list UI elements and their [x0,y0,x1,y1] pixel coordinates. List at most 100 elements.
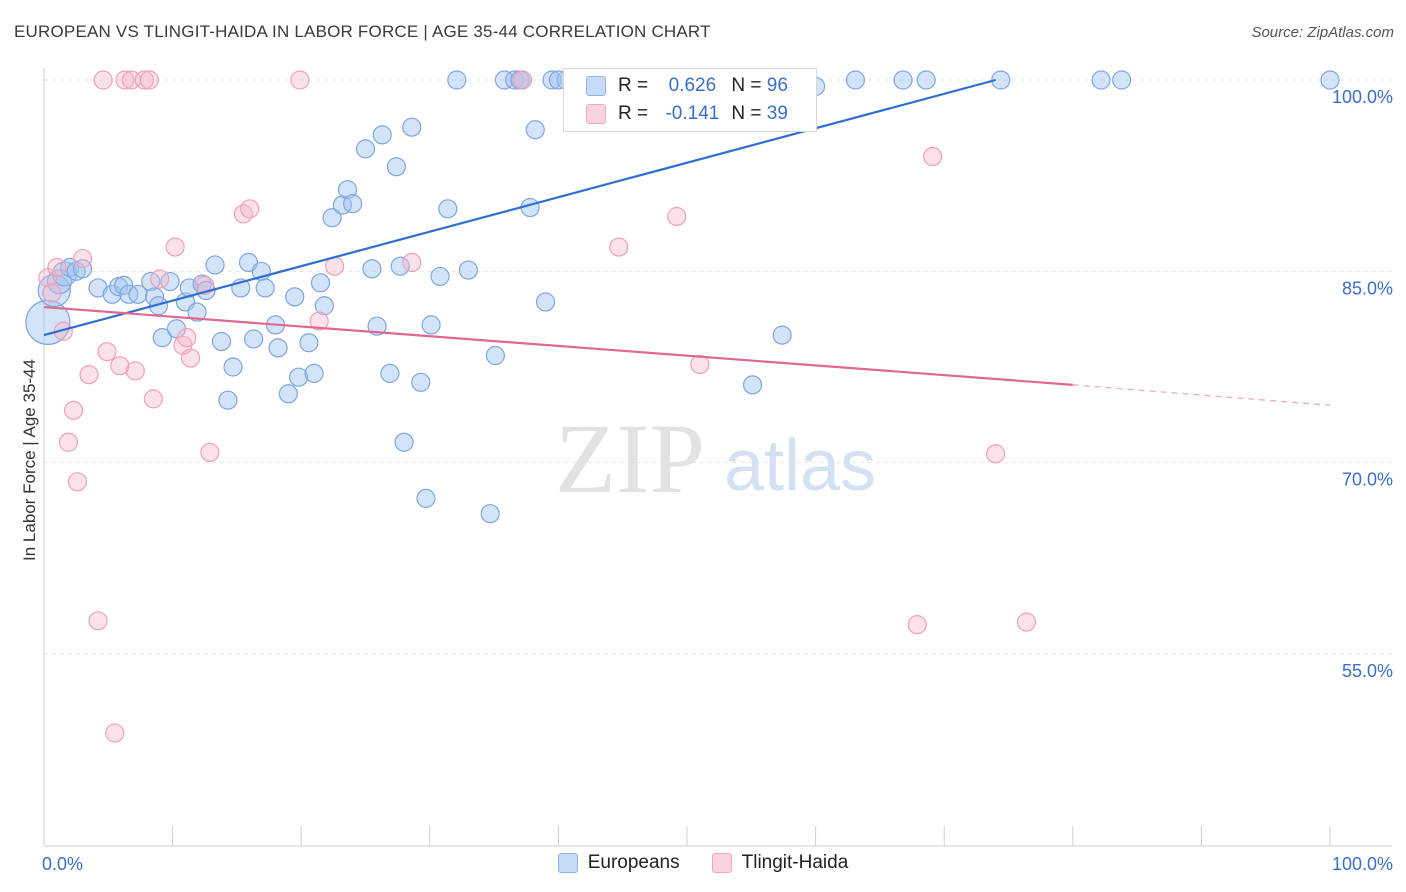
europeans-point [1320,70,1340,90]
europeans-point [211,331,232,352]
tlingit-haida-point [609,237,629,257]
europeans-point [72,259,93,279]
europeans-point [332,195,352,215]
europeans-point [411,372,431,392]
legend-label-tlingit-haida: Tlingit-Haida [741,852,849,873]
tlingit-haida-point [97,342,117,362]
gridlines [44,79,1392,655]
legend-label-europeans: Europeans [587,852,680,873]
europeans-point [268,338,288,358]
tlingit-haida-point [200,442,220,463]
tlingit-haida-point [88,611,108,631]
legend-r-label: R = [618,103,649,124]
tlingit-haida-point [105,723,125,743]
europeans-point [114,275,134,295]
europeans-point [485,345,505,366]
europeans-point [37,273,71,308]
y-tick-label: 85.0% [1342,278,1393,298]
tlingit-haida-point [93,70,113,90]
tlingit-haida-point [181,348,201,368]
europeans-point [772,325,792,345]
y-tick-label: 70.0% [1342,470,1393,490]
x-tick-label: 100.0% [1332,854,1393,874]
tlingit-haida-point [79,365,99,385]
legend-r-label: R = [618,75,649,96]
europeans-point [893,70,913,90]
europeans-point [205,255,225,275]
europeans-point [223,357,243,377]
legend-item-tlingit-haida[interactable]: Tlingit-Haida [711,852,849,874]
europeans-point [447,70,467,90]
europeans-point [916,70,936,90]
tlingit-haida-point [240,199,260,219]
legend-r-value-tlingit-haida: -0.141 [665,103,720,124]
europeans-point [845,70,866,90]
europeans-point [367,316,387,336]
europeans-point [380,363,400,383]
europeans-point [355,139,376,159]
tlingit-haida-point [923,146,943,167]
europeans-point [438,199,458,219]
y-tick-label: 55.0% [1342,661,1393,681]
europeans-point [1091,70,1111,90]
europeans-point [218,390,238,410]
europeans-point [390,256,410,276]
europeans-point [304,363,324,383]
europeans-point [430,266,450,287]
legend-row-europeans: R = 0.626 N = 96 [586,74,788,98]
europeans-point [310,273,331,293]
stats-legend: R = 0.626 N = 96 R = -0.141 N = 39 [563,68,817,132]
europeans-point [421,315,441,335]
europeans-point [480,504,500,524]
tlingit-haida-point [309,311,329,331]
europeans-point [128,284,148,304]
europeans-point [187,302,207,322]
legend-n-value-tlingit-haida: 39 [766,103,788,124]
tlingit-haida-trend-extension [1072,384,1331,406]
legend-n-label: N = [731,75,762,96]
europeans-point [742,375,763,395]
legend-item-europeans[interactable]: Europeans [557,852,680,874]
tlingit-haida-point [165,237,185,257]
tlingit-haida-point [986,444,1006,464]
europeans-trend-line [43,78,996,337]
tlingit-haida-point [402,252,422,273]
legend-swatch-tlingit-haida [586,104,606,124]
europeans-point [1112,70,1132,90]
europeans-point [152,328,172,348]
europeans-point [343,194,363,214]
europeans-point [25,299,71,345]
legend-swatch-tlingit-haida [711,853,732,873]
tlingit-haida-point [125,361,145,381]
europeans-point [394,432,414,452]
tlingit-haida-point [233,204,253,224]
tlingit-haida-point [72,248,93,269]
europeans-point [402,117,422,137]
europeans-point [505,70,525,90]
tlingit-haida-point [143,389,163,409]
tlingit-haida-point [67,472,88,492]
europeans-point [542,70,562,90]
europeans-point [525,120,545,140]
legend-swatch-europeans [586,76,606,96]
tlingit-haida-point [47,257,67,278]
tlingit-haida-point [58,432,79,452]
tlingit-haida-point [115,70,135,90]
europeans-point [322,208,342,228]
y-axis-label: In Labor Force | Age 35-44 [20,359,39,561]
watermark-atlas: atlas [724,426,876,506]
chart-title: EUROPEAN VS TLINGIT-HAIDA IN LABOR FORCE… [14,22,711,41]
europeans-point [416,488,436,508]
europeans-point [314,296,334,316]
tlingit-haida-points [38,70,1037,743]
series-legend: Europeans Tlingit-Haida [0,852,1406,874]
tlingit-haida-point [139,70,160,90]
legend-swatch-europeans [557,853,578,873]
tlingit-haida-trend-line [43,305,1073,386]
y-tick-label: 100.0% [1332,87,1393,107]
tlingit-haida-point [667,206,687,227]
tlingit-haida-point [134,70,154,90]
tlingit-haida-point [177,328,197,348]
europeans-point [362,259,382,279]
